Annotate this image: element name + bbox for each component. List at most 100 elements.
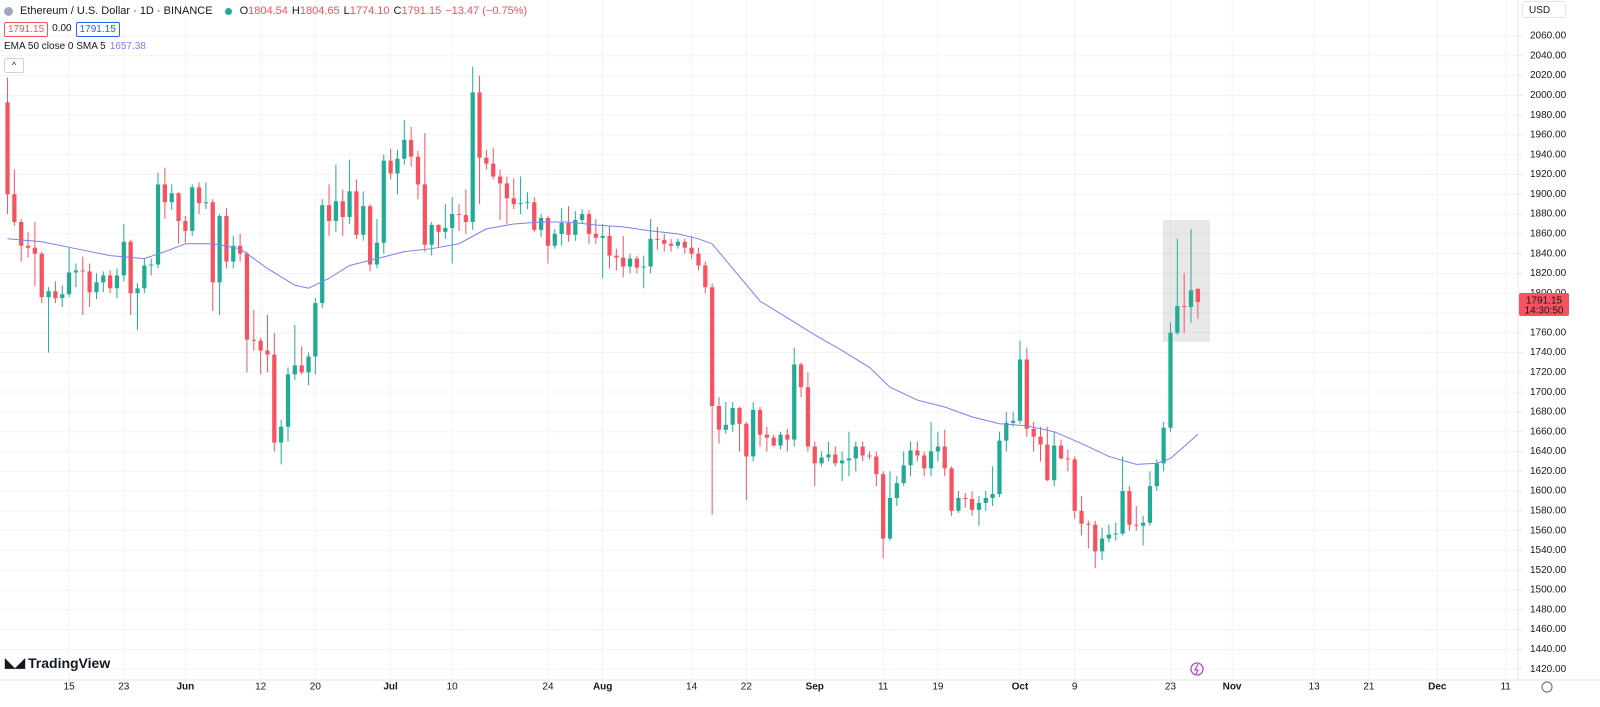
candle-body — [881, 474, 886, 539]
y-tick-label: 1900.00 — [1530, 189, 1567, 200]
candle-body — [1072, 459, 1077, 511]
candle-body — [1052, 445, 1057, 481]
candle-body — [826, 454, 831, 458]
candle-body — [1038, 436, 1043, 445]
y-tick-label: 1620.00 — [1530, 466, 1567, 477]
candle-body — [279, 426, 284, 443]
candle-body — [757, 409, 763, 435]
candle-body — [614, 255, 619, 258]
candle-body — [969, 498, 975, 510]
candle-body — [374, 242, 380, 265]
x-tick-label: Nov — [1223, 682, 1242, 693]
candle-body — [1099, 538, 1105, 552]
candle-body — [285, 374, 291, 427]
candle-body — [1065, 458, 1070, 460]
candle-body — [518, 203, 523, 205]
candle-body — [320, 205, 325, 304]
candle-body — [101, 275, 106, 283]
ohlc-letter: C — [393, 5, 402, 17]
candle-body — [805, 387, 811, 447]
candle-body — [1134, 524, 1139, 526]
price-tag-value: 1791.15 — [1526, 296, 1563, 307]
candle-body — [25, 245, 31, 248]
x-tick-label: 21 — [1363, 682, 1375, 693]
candle-body — [326, 205, 332, 221]
y-tick-label: 1440.00 — [1530, 644, 1567, 655]
candle-body — [1045, 444, 1050, 481]
symbol-title[interactable]: Ethereum / U.S. Dollar · 1D · BINANCE — [20, 5, 213, 17]
y-tick-label: 1820.00 — [1530, 268, 1567, 279]
candle-body — [299, 365, 304, 373]
candle-body — [792, 364, 797, 440]
candle-body — [265, 350, 270, 355]
candle-body — [573, 220, 578, 235]
bid-box[interactable]: 1791.15 — [4, 21, 49, 37]
y-tick-label: 2020.00 — [1530, 70, 1567, 81]
alert-icon-bolt — [1194, 663, 1199, 675]
candle-body — [545, 218, 551, 246]
candle-body — [80, 270, 85, 272]
candle-body — [354, 191, 359, 235]
candle-body — [538, 218, 544, 230]
candle-body — [942, 446, 947, 469]
candle-body — [340, 201, 345, 218]
candle-body — [894, 483, 899, 498]
brand-logo: ◣◢ — [5, 655, 25, 670]
grid — [0, 0, 1518, 680]
candle-body — [1175, 306, 1180, 333]
candle-body — [224, 216, 229, 262]
settings-icon[interactable] — [1541, 681, 1553, 693]
y-tick-label: 1500.00 — [1530, 585, 1567, 596]
candle-body — [1079, 510, 1084, 524]
y-tick-label: 1680.00 — [1530, 407, 1567, 418]
indicator-name[interactable]: EMA 50 close 0 SMA 5 — [4, 41, 106, 52]
candle-body — [819, 457, 824, 464]
candle-body — [703, 265, 708, 288]
candle-body — [381, 160, 386, 243]
candle-body — [237, 245, 243, 254]
x-tick-label: 23 — [1165, 682, 1177, 693]
candle-body — [169, 193, 174, 203]
x-tick-label: 20 — [310, 682, 322, 693]
y-tick-label: 1940.00 — [1530, 149, 1567, 160]
candle-body — [450, 214, 455, 228]
candle-body — [737, 407, 742, 424]
candle-body — [1147, 486, 1153, 523]
ohlc-value: 1804.54 — [248, 5, 288, 17]
candle-body — [963, 497, 968, 499]
candle-body — [675, 241, 681, 246]
candle-body — [244, 253, 250, 340]
candle-body — [142, 265, 147, 289]
candle-body — [1011, 420, 1016, 423]
candle-body — [272, 354, 277, 443]
candle-body — [751, 409, 756, 457]
currency-button[interactable]: USD — [1522, 1, 1566, 18]
candle-body — [190, 187, 195, 231]
candle-body — [867, 455, 872, 457]
candle-body — [1031, 428, 1036, 437]
ask-box[interactable]: 1791.15 — [75, 21, 120, 37]
candle-body — [1058, 445, 1064, 459]
x-tick-label: Sep — [806, 682, 824, 693]
candle-body — [552, 233, 557, 246]
candle-body — [662, 239, 667, 244]
y-tick-label: 1720.00 — [1530, 367, 1567, 378]
y-tick-label: 1760.00 — [1530, 327, 1567, 338]
candle-body — [231, 245, 236, 262]
candle-body — [258, 340, 263, 351]
x-tick-label: Oct — [1012, 682, 1029, 693]
candle-body — [1093, 524, 1098, 552]
candle-body — [217, 216, 222, 283]
candle-body — [162, 184, 167, 203]
collapse-button[interactable]: ^ — [4, 57, 24, 73]
candle-body — [333, 201, 339, 221]
ohlc-value: 1791.15 — [401, 5, 442, 17]
candle-body — [183, 220, 188, 231]
candle-body — [1106, 534, 1112, 539]
y-tick-label: 1860.00 — [1530, 228, 1567, 239]
candle-body — [1195, 288, 1200, 302]
x-tick-label: 24 — [542, 682, 554, 693]
candle-body — [580, 214, 585, 221]
alert-icon[interactable] — [1190, 662, 1204, 676]
